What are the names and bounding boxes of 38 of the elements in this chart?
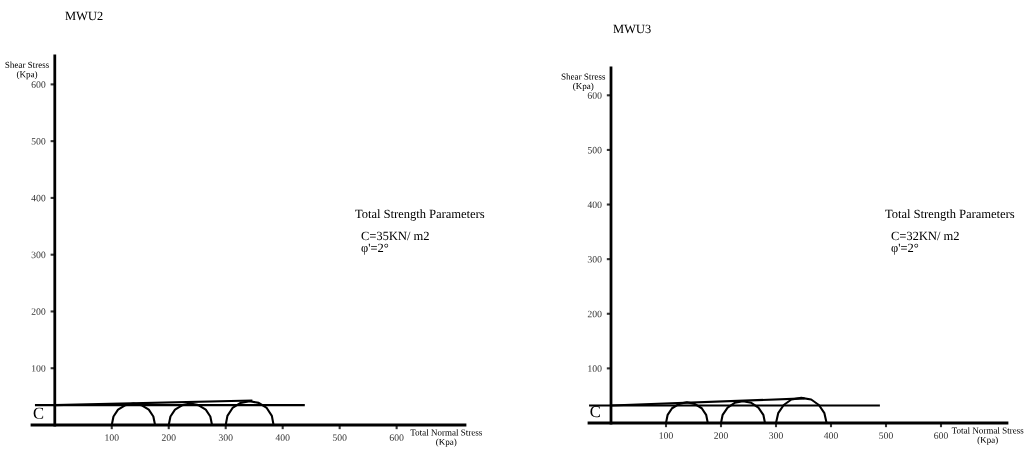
y-tick-label: 300 xyxy=(587,256,602,263)
annotation: C xyxy=(33,407,44,419)
annotation: φ'=2° xyxy=(361,243,389,255)
y-tick-label: 100 xyxy=(588,365,602,372)
y-axis-title: Shear Stress (Kpa) xyxy=(5,61,49,80)
x-tick-label: 400 xyxy=(275,434,290,441)
x-tick-label: 600 xyxy=(934,432,948,439)
annotation: Total Strength Parameters xyxy=(885,209,1015,221)
y-tick-label: 100 xyxy=(32,365,46,372)
y-tick-label: 200 xyxy=(587,310,602,318)
y-tick-label: 400 xyxy=(31,194,46,202)
chart-title: MWU2 xyxy=(65,11,103,21)
x-axis-title: Total Normal Stress (Kpa) xyxy=(410,429,482,447)
y-axis-title: Shear Stress (Kpa) xyxy=(561,73,606,91)
y-tick-label: 600 xyxy=(31,81,46,88)
x-tick-label: 200 xyxy=(714,432,728,439)
x-tick-label: 300 xyxy=(218,434,233,441)
x-tick-label: 400 xyxy=(823,432,838,439)
x-tick-label: 500 xyxy=(879,432,893,439)
x-tick-label: 100 xyxy=(105,434,119,441)
x-tick-label: 500 xyxy=(332,434,347,441)
x-tick-label: 600 xyxy=(389,434,404,441)
y-tick-label: 500 xyxy=(587,146,602,154)
annotation: C=35KN/ m2 xyxy=(361,231,429,241)
y-tick-label: 500 xyxy=(31,138,46,145)
x-tick-label: 300 xyxy=(769,432,783,439)
x-tick-label: 200 xyxy=(161,434,176,441)
annotation: Total Strength Parameters xyxy=(355,209,485,221)
annotation: C=32KN/ m2 xyxy=(891,231,959,241)
annotation: φ'=2° xyxy=(891,243,919,255)
annotation: C xyxy=(590,406,600,418)
y-tick-label: 600 xyxy=(587,92,602,99)
chart-title: MWU3 xyxy=(613,24,651,34)
y-tick-label: 400 xyxy=(587,201,602,209)
x-axis-title: Total Normal Stress (Kpa) xyxy=(951,427,1024,445)
x-tick-label: 100 xyxy=(659,432,673,439)
y-tick-label: 200 xyxy=(31,308,46,315)
y-tick-label: 300 xyxy=(31,251,46,259)
